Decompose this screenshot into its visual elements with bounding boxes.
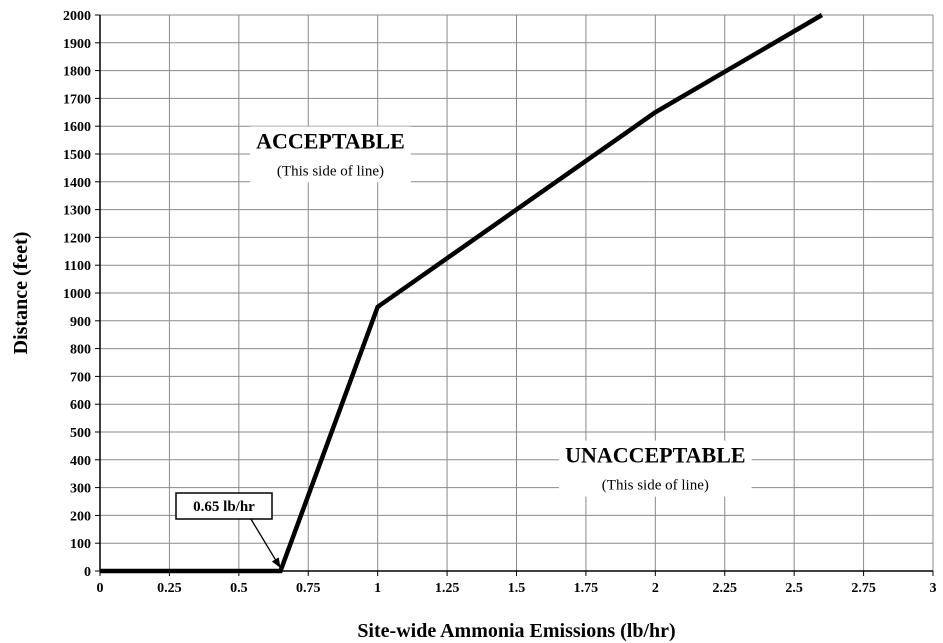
y-tick-label: 100 (70, 537, 91, 552)
x-tick-label: 2.5 (785, 581, 803, 596)
y-tick-labels: 0 100 200 300 400 500 600 700 800 900 1000 1100 1200… (63, 9, 91, 580)
y-axis-title: Distance (feet) (10, 232, 32, 355)
acceptable-subtitle: (This side of line) (277, 163, 384, 179)
callout-arrowhead (271, 557, 281, 568)
x-tick-label: 0.25 (157, 581, 182, 596)
y-tick-label: 1600 (63, 120, 91, 135)
y-tick-label: 0 (84, 565, 91, 580)
gridlines (100, 14, 934, 571)
y-tick-label: 700 (70, 370, 91, 385)
x-tick-label: 0.75 (296, 581, 321, 596)
unacceptable-annotation: UNACCEPTABLE (This side of line) (559, 440, 752, 497)
x-tick-label: 0.5 (230, 581, 248, 596)
x-tick-label: 0 (97, 581, 104, 596)
y-tick-label: 800 (70, 343, 91, 358)
y-tick-label: 1100 (64, 259, 91, 274)
x-tick-label: 2 (652, 581, 659, 596)
x-axis-title: Site-wide Ammonia Emissions (lb/hr) (357, 620, 675, 642)
x-tick-label: 1.25 (435, 581, 460, 596)
x-tick-labels: 0 0.25 0.5 0.75 1 1.25 1.5 1.75 2 2.25 2.5 2.75 3 (97, 581, 937, 596)
x-tick-label: 2.25 (713, 581, 738, 596)
unacceptable-subtitle: (This side of line) (602, 478, 709, 494)
callout-box (175, 492, 273, 520)
series (100, 13, 824, 574)
acceptable-title: ACCEPTABLE (256, 128, 405, 153)
y-tick-label: 1500 (63, 148, 91, 163)
acceptable-annotation: ACCEPTABLE (This side of line) (250, 126, 411, 183)
callout-label: 0.65 lb/hr (193, 499, 255, 515)
y-tick-label: 600 (70, 398, 91, 413)
y-tick-label: 1400 (63, 176, 91, 191)
y-tick-label: 1900 (63, 37, 91, 52)
y-tick-label: 300 (70, 482, 91, 497)
y-tick-label: 1200 (63, 231, 91, 246)
y-tick-label: 2000 (63, 9, 91, 24)
x-tick-label: 1 (374, 581, 381, 596)
series-line (100, 13, 824, 574)
acceptable-label-background (250, 126, 411, 183)
y-tick-label: 1300 (63, 204, 91, 219)
unacceptable-title: UNACCEPTABLE (565, 443, 746, 468)
y-tick-label: 500 (70, 426, 91, 441)
y-tick-label: 400 (70, 454, 91, 469)
unacceptable-label-background (559, 440, 752, 497)
y-tick-label: 1000 (63, 287, 91, 302)
x-tick-label: 3 (930, 581, 937, 596)
y-tick-label: 1800 (63, 65, 91, 80)
callout-annotation: 0.65 lb/hr (175, 492, 282, 569)
x-tick-label: 1.75 (574, 581, 599, 596)
y-tick-label: 900 (70, 315, 91, 330)
x-tick-label: 1.5 (508, 581, 526, 596)
y-tick-label: 200 (70, 509, 91, 524)
x-tick-label: 2.75 (851, 581, 876, 596)
y-tick-label: 1700 (63, 92, 91, 107)
